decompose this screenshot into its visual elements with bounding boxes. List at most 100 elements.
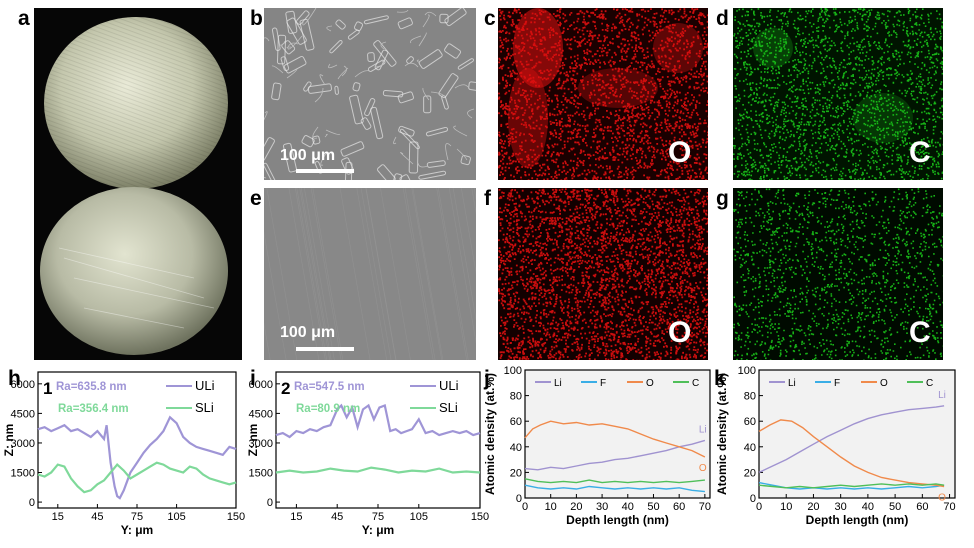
x-tick-label: 105 — [410, 511, 428, 523]
eds-dots — [498, 8, 708, 180]
series-line-c — [758, 483, 945, 489]
y-tick-label: 6000 — [11, 379, 35, 391]
eds-map-oxygen-rough: O — [498, 8, 708, 180]
legend-label: F — [600, 378, 606, 389]
y-tick-label: 20 — [510, 467, 522, 479]
eds-map-carbon-rough: C — [733, 8, 943, 180]
element-label: C — [909, 136, 931, 169]
panel-label-b: b — [250, 7, 263, 30]
y-tick-label: 80 — [744, 391, 756, 403]
legend-label: C — [926, 378, 933, 389]
legend-label: F — [834, 378, 840, 389]
x-tick-label: 40 — [622, 501, 634, 513]
sem-texture — [264, 188, 476, 360]
legend-label: O — [646, 378, 654, 389]
x-tick-label: 20 — [570, 501, 582, 513]
x-tick-label: 10 — [545, 501, 557, 513]
panel-label-j: j — [484, 367, 490, 390]
scale-bar — [296, 347, 354, 351]
x-tick-label: 15 — [52, 511, 64, 523]
y-tick-label: 0 — [516, 493, 522, 505]
chart-depth-j: 0 10 20 30 40 50 60 70 0 20 40 60 80 100 Depth length … — [482, 362, 720, 548]
series-line-uli — [37, 415, 237, 500]
roughness-annotation: Ra=635.8 nm — [56, 381, 127, 393]
legend-label: Li — [788, 378, 796, 389]
eds-dots — [498, 188, 708, 360]
panel-label-e: e — [250, 187, 262, 210]
sem-image-smooth-surface: 100 μm — [264, 188, 476, 360]
scale-label: 100 μm — [280, 147, 336, 164]
chart-profile-i: 15 45 75 105 150 0 1500 3000 4500 6000 Y: μm Z: nm 2… — [244, 362, 489, 548]
y-tick-label: 60 — [744, 416, 756, 428]
x-axis-label: Y: μm — [121, 523, 153, 537]
sem-image-rough-surface: 100 μm — [264, 8, 476, 180]
legend-label: Li — [554, 378, 562, 389]
series-line-li — [524, 439, 706, 471]
y-axis-label: Z: nm — [246, 424, 260, 457]
series-line-li — [758, 405, 945, 474]
panel-label-i: i — [250, 367, 256, 390]
x-tick-label: 75 — [131, 511, 143, 523]
y-axis-label: Atomic density (at.%) — [715, 373, 729, 495]
y-tick-label: 1500 — [11, 468, 35, 480]
legend-label: SLi — [195, 400, 214, 415]
y-tick-label: 6000 — [249, 379, 273, 391]
scale-label: 100 μm — [280, 324, 336, 341]
x-tick-label: 50 — [647, 501, 659, 513]
roughness-annotation: Ra=80.9 nm — [296, 403, 360, 415]
x-tick-label: 45 — [91, 511, 103, 523]
series-line-f — [524, 484, 705, 493]
y-tick-label: 100 — [738, 365, 756, 377]
y-tick-label: 80 — [510, 391, 522, 403]
y-tick-label: 3000 — [249, 438, 273, 450]
x-tick-label: 75 — [372, 511, 384, 523]
y-tick-label: 0 — [267, 497, 273, 509]
element-label: O — [668, 316, 692, 349]
roughness-annotation: Ra=356.4 nm — [58, 403, 129, 415]
series-line-c — [524, 478, 705, 484]
x-tick-label: 105 — [167, 511, 185, 523]
panel-label-f: f — [484, 187, 491, 210]
chart-depth-k: 0 10 20 30 40 50 60 70 0 20 40 60 80 100 Depth length … — [714, 362, 964, 548]
x-tick-label: 20 — [807, 501, 819, 513]
panel-label-g: g — [716, 187, 729, 210]
panel-label-c: c — [484, 7, 496, 30]
x-tick-label: 30 — [596, 501, 608, 513]
x-tick-label: 60 — [916, 501, 928, 513]
x-tick-label: 150 — [227, 511, 245, 523]
end-label-li: Li — [699, 424, 707, 435]
x-tick-label: 10 — [780, 501, 792, 513]
series-line-o — [524, 420, 706, 458]
x-axis-label: Depth length (nm) — [566, 513, 669, 527]
series-line-sli — [37, 461, 237, 494]
x-tick-label: 70 — [943, 501, 955, 513]
treated-lithium-disc — [40, 187, 228, 355]
element-label: C — [909, 316, 931, 349]
y-tick-label: 4500 — [11, 408, 35, 420]
sample-number: 2 — [281, 379, 290, 398]
plot-frame — [758, 369, 956, 499]
end-label-o: O — [699, 463, 707, 474]
sample-number: 1 — [43, 379, 52, 398]
y-tick-label: 4500 — [249, 408, 273, 420]
y-tick-label: 60 — [510, 416, 522, 428]
x-tick-label: 70 — [699, 501, 711, 513]
sem-texture — [264, 8, 476, 180]
plot-frame — [524, 369, 711, 499]
y-tick-label: 3000 — [11, 438, 35, 450]
series-line-f — [758, 481, 945, 490]
series-line-uli — [275, 403, 481, 439]
x-tick-label: 60 — [673, 501, 685, 513]
x-tick-label: 150 — [471, 511, 489, 523]
eds-map-oxygen-smooth: O — [498, 188, 708, 360]
y-tick-label: 40 — [744, 442, 756, 454]
x-tick-label: 50 — [889, 501, 901, 513]
legend-label: ULi — [439, 378, 459, 393]
x-tick-label: 45 — [331, 511, 343, 523]
end-label-o: O — [938, 492, 946, 503]
y-tick-label: 100 — [504, 365, 522, 377]
x-tick-label: 0 — [522, 501, 528, 513]
chart-profile-h: 15 45 75 105 150 0 1500 3000 4500 6000 Y: μm Z: nm 1… — [0, 362, 250, 548]
series-line-o — [758, 419, 945, 488]
panel-label-a: a — [18, 7, 30, 30]
